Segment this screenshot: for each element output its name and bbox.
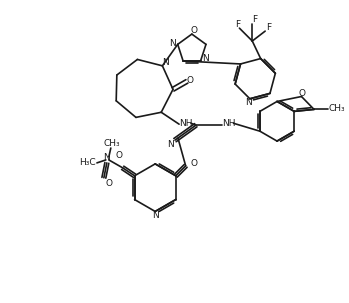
Text: O: O: [299, 89, 306, 98]
Text: N: N: [169, 39, 176, 48]
Text: CH₃: CH₃: [328, 104, 345, 113]
Text: N: N: [245, 98, 252, 107]
Text: N: N: [202, 55, 209, 64]
Text: F: F: [235, 20, 240, 29]
Text: O: O: [190, 26, 197, 35]
Text: O: O: [190, 159, 197, 168]
Text: N: N: [152, 211, 158, 220]
Text: H₃C: H₃C: [79, 158, 95, 167]
Text: NH: NH: [179, 119, 193, 128]
Text: NH: NH: [222, 119, 235, 128]
Text: O: O: [115, 152, 122, 161]
Text: N: N: [167, 140, 173, 148]
Text: O: O: [186, 76, 193, 85]
Text: CH₃: CH₃: [104, 138, 120, 148]
Text: F: F: [252, 15, 257, 24]
Text: N: N: [103, 153, 110, 162]
Text: N: N: [162, 58, 169, 67]
Text: O: O: [105, 179, 112, 188]
Text: F: F: [267, 23, 272, 32]
